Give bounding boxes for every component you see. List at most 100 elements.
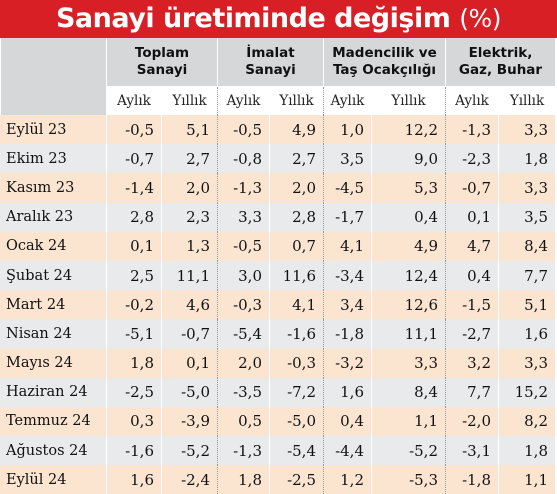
table-cell: -1,8 (323, 319, 371, 349)
row-label: Eylül 23 (0, 115, 106, 145)
table-cell: -2,3 (445, 144, 498, 174)
table-cell: -1,6 (106, 436, 161, 466)
sub-header: Aylık (217, 87, 269, 115)
table-cell: 7,7 (445, 377, 498, 407)
table-cell: 1,8 (106, 348, 161, 378)
table-cell: 1,2 (323, 465, 371, 494)
row-label: Eylül 24 (0, 465, 106, 494)
table-cell: -1,8 (445, 465, 498, 494)
table-cell: -1,4 (106, 173, 161, 203)
table-cell: 0,1 (161, 348, 217, 378)
table-cell: -1,5 (445, 290, 498, 320)
table-cell: 0,3 (106, 406, 161, 437)
table-cell: 3,0 (217, 260, 269, 291)
table-cell: 8,2 (498, 406, 555, 437)
table-cell: 3,3 (498, 173, 555, 203)
group-header: Madencilik ve Taş Ocakçılığı (323, 38, 445, 87)
table-cell: -5,4 (269, 436, 323, 466)
sub-header: Yıllık (371, 87, 445, 115)
table-cell: 0,1 (106, 231, 161, 261)
table-cell: 8,4 (371, 377, 445, 407)
row-label: Kasım 23 (0, 173, 106, 203)
table-cell: 4,1 (323, 231, 371, 261)
table-cell: 1,8 (498, 436, 555, 466)
table-cell: 0,4 (371, 202, 445, 232)
table-cell: 12,6 (371, 290, 445, 320)
table-cell: -5,1 (106, 319, 161, 349)
table-cell: 1,8 (217, 465, 269, 494)
table-cell: 2,0 (161, 173, 217, 203)
table-cell: -4,4 (323, 436, 371, 466)
table-cell: -2,4 (161, 465, 217, 494)
row-label: Ağustos 24 (0, 436, 106, 466)
table-cell: -5,0 (161, 377, 217, 407)
table-cell: -0,3 (217, 290, 269, 320)
sub-header: Yıllık (161, 87, 217, 115)
table-cell: -3,5 (217, 377, 269, 407)
sub-header: Aylık (106, 87, 161, 115)
table-cell: 3,3 (217, 202, 269, 232)
row-label: Ekim 23 (0, 144, 106, 174)
header-corner (0, 38, 106, 115)
table-cell: -2,5 (269, 465, 323, 494)
table-cell: 1,3 (161, 231, 217, 261)
table-cell: 0,7 (269, 231, 323, 261)
table-cell: -0,8 (217, 144, 269, 174)
table-cell: -1,7 (323, 202, 371, 232)
table-cell: 4,9 (371, 231, 445, 261)
table-cell: 2,0 (217, 348, 269, 378)
sub-header: Aylık (445, 87, 498, 115)
group-header: Elektrik, Gaz, Buhar (445, 38, 555, 87)
row-label: Nisan 24 (0, 319, 106, 349)
table-cell: -0,3 (269, 348, 323, 378)
table-cell: -1,6 (269, 319, 323, 349)
row-label: Haziran 24 (0, 377, 106, 407)
table-cell: -5,0 (269, 406, 323, 437)
table-cell: 9,0 (371, 144, 445, 174)
table-cell: 2,8 (106, 202, 161, 232)
table-cell: -0,2 (106, 290, 161, 320)
table-cell: 12,2 (371, 115, 445, 145)
table-cell: -5,3 (371, 465, 445, 494)
table-cell: 3,5 (323, 144, 371, 174)
sub-header: Yıllık (269, 87, 323, 115)
row-label: Mart 24 (0, 290, 106, 320)
table-cell: -5,4 (217, 319, 269, 349)
table-cell: 1,6 (323, 377, 371, 407)
table-cell: -3,2 (323, 348, 371, 378)
row-label: Aralık 23 (0, 202, 106, 232)
table-cell: -5,2 (371, 436, 445, 466)
table-cell: 3,5 (498, 202, 555, 232)
table-cell: -0,5 (217, 115, 269, 145)
table-cell: -4,5 (323, 173, 371, 203)
table-cell: 3,3 (498, 348, 555, 378)
row-label: Temmuz 24 (0, 406, 106, 437)
table-cell: 4,9 (269, 115, 323, 145)
table-cell: 3,3 (371, 348, 445, 378)
table-cell: 12,4 (371, 260, 445, 291)
title-unit: (%) (459, 4, 502, 33)
table-cell: 1,1 (498, 465, 555, 494)
table-cell: -7,2 (269, 377, 323, 407)
table-cell: -2,0 (445, 406, 498, 437)
table-cell: 8,4 (498, 231, 555, 261)
table-cell: 7,7 (498, 260, 555, 291)
table-cell: 0,4 (445, 260, 498, 291)
table-cell: 4,1 (269, 290, 323, 320)
table-cell: 3,2 (445, 348, 498, 378)
table-cell: 1,6 (498, 319, 555, 349)
table-title: Sanayi üretiminde değişim (%) (0, 0, 557, 38)
table-cell: 11,1 (371, 319, 445, 349)
table-cell: -0,5 (217, 231, 269, 261)
data-grid: Toplam Sanayi İmalat Sanayi Madencilik ve … (0, 38, 555, 494)
sub-header: Aylık (323, 87, 371, 115)
table-cell: 1,6 (106, 465, 161, 494)
table-cell: 15,2 (498, 377, 555, 407)
table-cell: 2,0 (269, 173, 323, 203)
group-header: Toplam Sanayi (106, 38, 217, 87)
table-cell: 2,7 (269, 144, 323, 174)
table-cell: 3,4 (323, 290, 371, 320)
table-cell: -3,1 (445, 436, 498, 466)
table-cell: -1,3 (445, 115, 498, 145)
